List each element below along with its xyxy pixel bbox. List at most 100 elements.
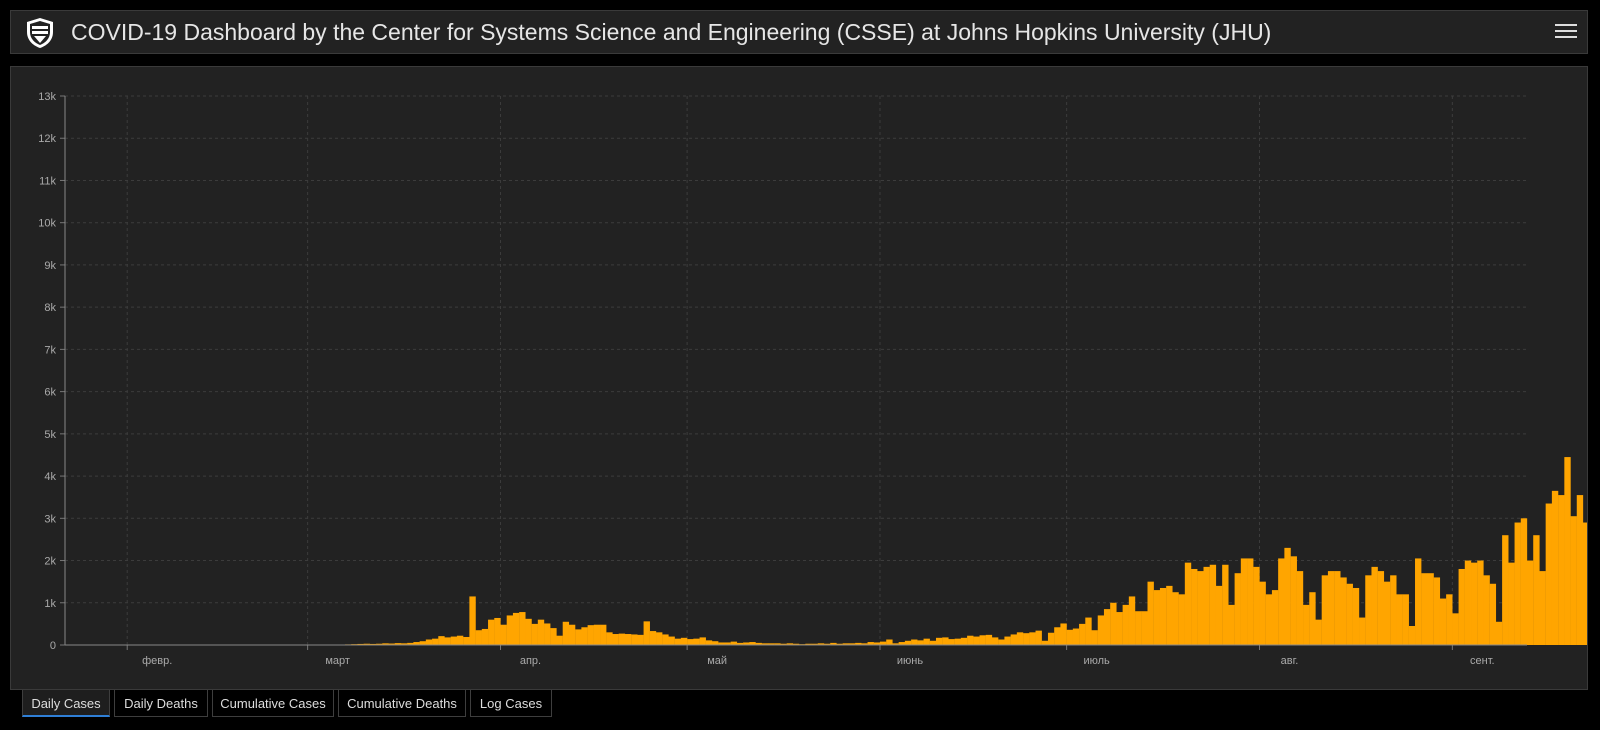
bar (568, 624, 576, 645)
tab-cumulative-deaths[interactable]: Cumulative Deaths (338, 690, 466, 717)
bar (394, 643, 402, 645)
tab-daily-cases[interactable]: Daily Cases (22, 690, 110, 717)
bar (593, 624, 601, 645)
tab-cumulative-cases[interactable]: Cumulative Cases (212, 690, 334, 717)
bar (948, 639, 955, 645)
bar (1383, 581, 1391, 645)
bar (425, 639, 433, 645)
y-tick-label: 12k (38, 133, 56, 145)
bar (1582, 522, 1587, 645)
bar (755, 642, 762, 645)
bar (506, 615, 514, 645)
bar (1290, 556, 1297, 645)
bar (463, 636, 470, 645)
bar (724, 642, 731, 645)
bar (1091, 630, 1098, 645)
dashboard-title: COVID-19 Dashboard by the Center for Sys… (71, 19, 1272, 45)
bar (1284, 547, 1291, 645)
bar (512, 612, 520, 645)
bar (562, 621, 570, 645)
bar (1265, 594, 1273, 645)
bar (1321, 575, 1329, 645)
bar (1060, 623, 1067, 645)
bar (687, 639, 694, 645)
bar (973, 636, 980, 645)
bar (419, 641, 426, 645)
bar (823, 643, 831, 645)
hamburger-menu-icon[interactable] (1555, 21, 1577, 43)
bar (1041, 640, 1049, 645)
bar (730, 641, 738, 645)
bar (376, 643, 383, 645)
tab-log-cases[interactable]: Log Cases (470, 690, 552, 717)
x-tick-label: март (325, 655, 350, 667)
bar (674, 638, 682, 645)
bar (1502, 535, 1509, 645)
bar (1309, 592, 1316, 645)
bar (1035, 630, 1042, 645)
bar (1508, 562, 1515, 645)
bar (413, 642, 420, 645)
bar (1278, 558, 1285, 645)
bar (879, 641, 887, 645)
bar (500, 624, 507, 645)
bar (1340, 577, 1347, 645)
bar (1390, 575, 1397, 645)
bar (469, 596, 476, 645)
bar (544, 623, 551, 645)
bar (1533, 535, 1540, 645)
y-tick-label: 3k (44, 513, 56, 525)
bar (1172, 592, 1179, 645)
x-tick-label: июль (1083, 655, 1110, 667)
app-header: COVID-19 Dashboard by the Center for Sys… (10, 10, 1588, 54)
bar (768, 643, 775, 645)
bar (1371, 566, 1378, 645)
bar (1203, 566, 1210, 645)
bar (985, 634, 993, 645)
y-tick-label: 2k (44, 556, 56, 568)
x-tick-label: сент. (1470, 655, 1495, 667)
bar (1415, 558, 1422, 645)
bar (1259, 581, 1266, 645)
bar (494, 617, 501, 645)
bar (1346, 583, 1353, 645)
bar (1010, 634, 1018, 645)
bar (712, 641, 719, 645)
bar (1483, 575, 1490, 645)
bar (1209, 564, 1217, 645)
bar (624, 634, 632, 645)
bar (1570, 516, 1577, 645)
bar (1222, 564, 1229, 645)
bar (1247, 558, 1254, 645)
bar (587, 625, 594, 645)
bar (1458, 568, 1465, 645)
bar (1110, 602, 1117, 645)
bar (668, 636, 675, 645)
y-tick-label: 6k (44, 387, 56, 399)
bar (400, 643, 408, 645)
bar (960, 637, 968, 645)
bar (649, 631, 657, 645)
bar (836, 643, 843, 645)
bar (1016, 632, 1024, 645)
chart-panel: 0 1k 2k 3k 4k 5k 6k 7k 8k 9k 10k 11k 12k 13k февр. март… (10, 66, 1588, 690)
bar (867, 642, 874, 645)
bar (811, 643, 818, 645)
bar (1047, 632, 1055, 645)
y-tick-label: 11k (39, 175, 56, 187)
bar (1178, 594, 1185, 645)
bar (1066, 629, 1073, 645)
bar (1539, 571, 1546, 645)
bar (1023, 633, 1030, 645)
tab-daily-deaths[interactable]: Daily Deaths (114, 690, 208, 717)
bar (917, 640, 924, 645)
y-tick-label: 0 (50, 640, 56, 652)
jhu-shield-icon (27, 18, 53, 48)
bar (488, 619, 495, 645)
bar (1116, 612, 1123, 645)
bar (693, 638, 700, 645)
bar (1551, 490, 1559, 645)
bar (817, 643, 825, 645)
bar (1377, 571, 1385, 645)
bar (606, 632, 613, 645)
